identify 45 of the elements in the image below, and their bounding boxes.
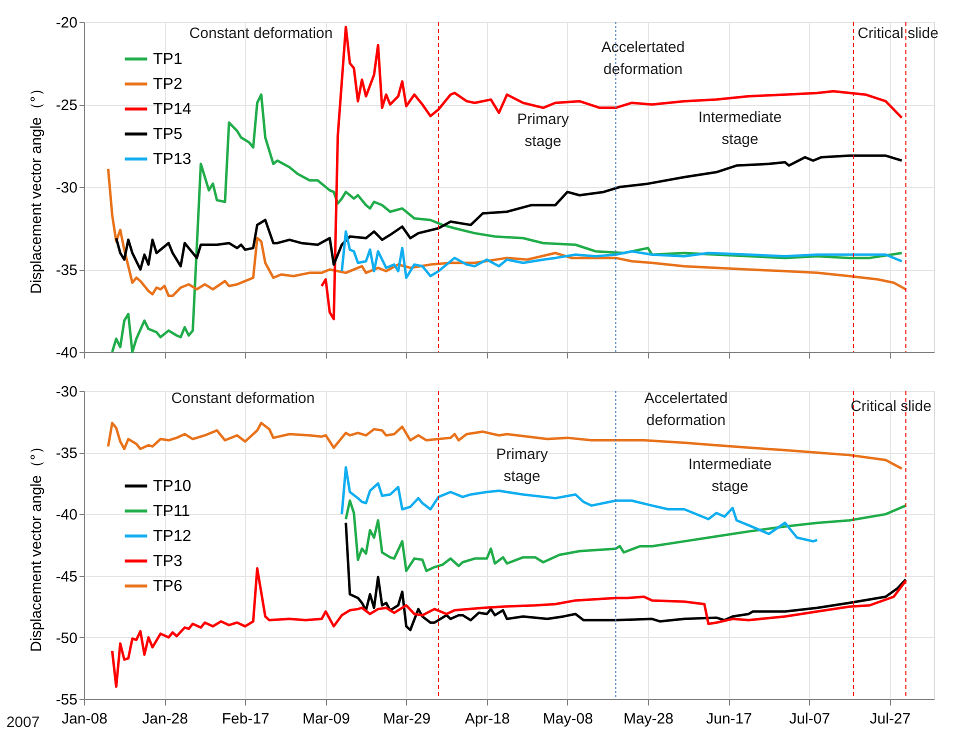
legend-label: TP14 — [153, 101, 192, 118]
x-tick-label: Apr-18 — [464, 710, 510, 728]
x-tick-label: Feb-17 — [222, 710, 270, 728]
legend-label: TP5 — [153, 126, 182, 143]
x-tick-label: Jan-28 — [142, 710, 188, 728]
y-tick-label: -30 — [56, 384, 78, 400]
legend-label: TP1 — [153, 51, 182, 68]
legend-label: TP3 — [153, 553, 182, 570]
annotation: Intermediate stage — [698, 109, 782, 148]
annotation: Accelertated deformation — [644, 390, 728, 429]
text: 2007 — [6, 714, 40, 731]
x-tick-label: Mar-29 — [383, 710, 431, 728]
y-tick-label: -35 — [56, 262, 78, 279]
y-axis-title: Displacement vector angle（°） — [28, 439, 45, 652]
x-tick-label: Jun-17 — [706, 710, 752, 728]
annotation: Primary stage — [517, 111, 570, 150]
annotation: Critical slide — [850, 398, 932, 415]
legend-label: TP12 — [153, 528, 192, 545]
y-tick-label: -40 — [56, 344, 78, 362]
annotation: Critical slide — [858, 25, 938, 42]
x-tick-label: May-28 — [623, 710, 674, 728]
legend-label: TP11 — [153, 503, 190, 520]
legend-label: TP13 — [153, 151, 192, 168]
y-tick-label: -55 — [56, 692, 78, 708]
annotation: Constant deformation — [171, 390, 315, 407]
x-tick-label: Mar-09 — [302, 710, 350, 728]
y-tick-label: -30 — [56, 180, 78, 196]
y-tick-label: -25 — [56, 97, 78, 114]
annotation: Primary stage — [496, 446, 548, 485]
legend-label: TP6 — [153, 578, 182, 595]
y-tick-label: -45 — [56, 568, 78, 586]
legend-label: TP2 — [153, 76, 182, 93]
y-axis-title: Displacement vector angle（°） — [28, 81, 45, 294]
annotation: Constant deformation — [189, 25, 333, 42]
x-tick-label: Jul-27 — [870, 710, 911, 728]
y-tick-label: -50 — [56, 630, 78, 647]
x-tick-label: May-08 — [542, 710, 593, 728]
x-tick-label: Jan-08 — [62, 710, 108, 728]
annotation: Intermediate stage — [688, 456, 772, 495]
y-tick-label: -40 — [56, 506, 78, 524]
x-tick-label: Jul-07 — [789, 710, 830, 728]
y-tick-label: -20 — [56, 14, 78, 32]
annotation: Accelertated deformation — [601, 39, 685, 78]
legend-label: TP10 — [153, 478, 192, 495]
y-tick-label: -35 — [56, 445, 78, 462]
